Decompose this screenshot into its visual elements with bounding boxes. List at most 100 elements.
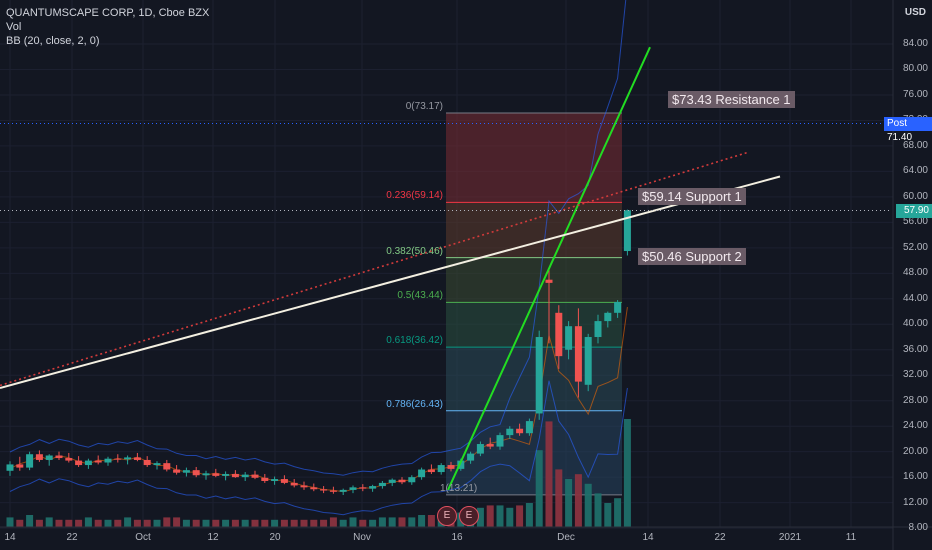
candle-body xyxy=(339,489,347,492)
candlestick[interactable] xyxy=(320,486,328,494)
candlestick[interactable] xyxy=(535,330,543,420)
bollinger-legend[interactable]: BB (20, close, 2, 0) xyxy=(6,35,100,47)
candlestick[interactable] xyxy=(437,463,445,475)
candlestick[interactable] xyxy=(16,456,24,471)
candlestick[interactable] xyxy=(359,484,367,492)
candlestick[interactable] xyxy=(388,478,396,487)
candlestick[interactable] xyxy=(349,485,357,494)
candlestick[interactable] xyxy=(84,458,92,469)
volume-bar xyxy=(35,519,43,527)
currency-label[interactable]: USD xyxy=(904,7,926,18)
candlestick[interactable] xyxy=(604,311,612,328)
candlestick[interactable] xyxy=(427,464,435,474)
candlestick[interactable] xyxy=(222,471,230,481)
candlestick[interactable] xyxy=(6,461,14,476)
symbol-legend[interactable]: QUANTUMSCAPE CORP, 1D, Cboe BZX xyxy=(6,7,210,19)
candlestick[interactable] xyxy=(173,465,181,475)
candlestick[interactable] xyxy=(408,475,416,485)
candlestick[interactable] xyxy=(555,305,563,369)
volume-legend[interactable]: Vol xyxy=(6,21,22,33)
candle-body xyxy=(55,455,63,459)
candlestick[interactable] xyxy=(496,432,504,450)
candlestick[interactable] xyxy=(398,477,406,485)
candlestick[interactable] xyxy=(114,454,122,463)
candlestick[interactable] xyxy=(378,480,386,489)
candlestick[interactable] xyxy=(447,461,455,472)
volume-bar xyxy=(55,519,63,527)
last-price-tag[interactable]: 57.90 xyxy=(896,204,932,218)
candlestick[interactable] xyxy=(506,426,514,439)
candlestick[interactable] xyxy=(300,481,308,490)
candlestick[interactable] xyxy=(55,451,63,460)
candlestick[interactable] xyxy=(339,488,347,495)
candlestick[interactable] xyxy=(614,300,622,318)
candlestick[interactable] xyxy=(476,441,484,457)
candlestick[interactable] xyxy=(192,466,200,478)
candlestick[interactable] xyxy=(545,270,553,344)
candlestick[interactable] xyxy=(486,437,494,450)
candlestick[interactable] xyxy=(212,468,220,478)
candlestick[interactable] xyxy=(418,467,426,480)
candlestick[interactable] xyxy=(35,450,43,462)
candlestick[interactable] xyxy=(65,452,73,463)
candle-body xyxy=(525,421,533,434)
volume-bar xyxy=(94,519,102,527)
candlestick[interactable] xyxy=(241,472,249,481)
candlestick[interactable] xyxy=(202,470,210,480)
trend-lines[interactable] xyxy=(0,46,781,491)
candlestick[interactable] xyxy=(574,308,582,398)
candlestick[interactable] xyxy=(133,452,141,462)
candlestick[interactable] xyxy=(26,451,34,471)
candle-body xyxy=(212,473,220,476)
candlestick[interactable] xyxy=(45,454,53,466)
volume-bar xyxy=(280,519,288,527)
candlestick[interactable] xyxy=(565,321,573,360)
candlestick[interactable] xyxy=(369,484,377,492)
green-trend-line[interactable] xyxy=(447,46,651,491)
white-trend-line[interactable] xyxy=(0,175,781,389)
candlestick[interactable] xyxy=(290,479,298,488)
earnings-marker[interactable]: E xyxy=(459,506,479,526)
earnings-marker[interactable]: E xyxy=(437,506,457,526)
candlestick[interactable] xyxy=(271,476,279,485)
candlestick[interactable] xyxy=(467,451,475,464)
candle-body xyxy=(418,469,426,478)
candle-body xyxy=(535,337,543,414)
volume-bar xyxy=(496,505,504,527)
candlestick[interactable] xyxy=(94,455,102,465)
time-axis-tick: Dec xyxy=(557,532,575,543)
candlestick[interactable] xyxy=(143,456,151,467)
time-axis-tick: 22 xyxy=(66,532,78,543)
volume-bar xyxy=(212,519,220,527)
candlestick[interactable] xyxy=(163,459,171,472)
candlestick[interactable] xyxy=(75,456,83,467)
candlestick[interactable] xyxy=(104,456,112,466)
candlestick[interactable] xyxy=(153,461,161,470)
candlestick[interactable] xyxy=(310,483,318,492)
candlestick[interactable] xyxy=(251,470,259,480)
candlestick[interactable] xyxy=(329,486,337,494)
candlestick[interactable] xyxy=(182,467,190,477)
volume-bar xyxy=(359,519,367,527)
candle-body xyxy=(251,474,259,478)
candlestick[interactable] xyxy=(584,333,592,392)
candlestick[interactable] xyxy=(261,473,269,483)
volume-bar xyxy=(192,519,200,527)
candlestick[interactable] xyxy=(594,314,602,344)
red-dotted-trend-line[interactable] xyxy=(0,151,749,387)
candle-body xyxy=(584,337,592,385)
resistance-annotation[interactable]: $73.43 Resistance 1 xyxy=(668,91,795,108)
candlestick[interactable] xyxy=(525,418,533,436)
candlestick[interactable] xyxy=(231,470,239,478)
support1-annotation[interactable]: $59.14 Support 1 xyxy=(638,188,746,205)
candlestick[interactable] xyxy=(124,455,132,465)
candlesticks[interactable] xyxy=(6,209,631,495)
candlestick[interactable] xyxy=(280,475,288,485)
post-price-tag[interactable]: Post 71.40 xyxy=(884,117,932,143)
candlestick[interactable] xyxy=(516,423,524,436)
candle-body xyxy=(261,477,269,481)
price-axis-tick: 36.00 xyxy=(902,343,928,355)
candle-body xyxy=(447,465,455,469)
support2-annotation[interactable]: $50.46 Support 2 xyxy=(638,248,746,265)
